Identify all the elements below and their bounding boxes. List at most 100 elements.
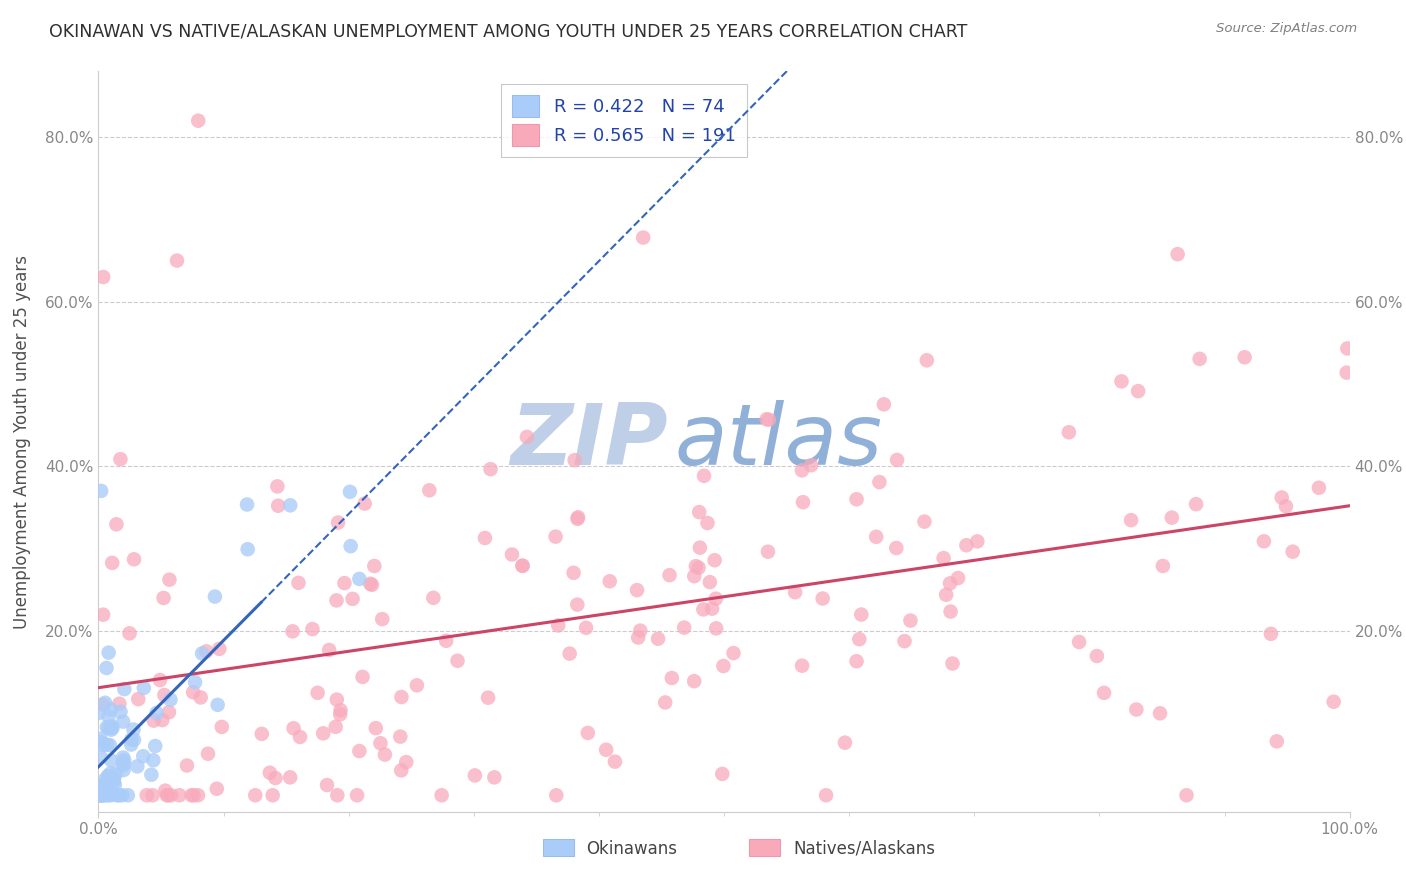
Text: Natives/Alaskans: Natives/Alaskans: [793, 839, 935, 858]
Point: [349, 572, 371, 586]
Point: [1152, 558, 1174, 573]
Point: [91, 698, 114, 712]
Text: Source: ZipAtlas.com: Source: ZipAtlas.com: [1216, 22, 1357, 36]
Point: [873, 397, 896, 411]
Point: [110, 452, 132, 467]
Point: [266, 479, 288, 493]
Point: [374, 747, 396, 762]
Point: [96, 720, 118, 734]
Point: [98, 738, 121, 752]
Text: atlas: atlas: [673, 400, 882, 483]
Point: [692, 602, 714, 616]
Point: [208, 641, 231, 656]
Point: [166, 253, 188, 268]
Point: [325, 593, 347, 607]
Point: [149, 673, 172, 687]
Point: [1111, 375, 1133, 389]
Point: [711, 767, 734, 781]
Point: [94, 789, 117, 803]
Point: [122, 723, 145, 737]
Point: [183, 789, 205, 803]
Point: [1067, 635, 1090, 649]
Point: [792, 495, 814, 509]
Point: [329, 707, 352, 722]
Point: [935, 588, 957, 602]
Point: [658, 568, 681, 582]
Point: [661, 671, 683, 685]
Point: [281, 624, 304, 639]
Point: [628, 624, 651, 638]
Point: [262, 789, 284, 803]
Point: [316, 778, 339, 792]
Point: [90, 789, 112, 803]
Point: [484, 770, 506, 784]
Point: [562, 566, 585, 580]
Point: [370, 736, 392, 750]
Point: [516, 430, 538, 444]
Point: [939, 576, 962, 591]
Point: [1149, 706, 1171, 721]
Point: [245, 789, 267, 803]
Point: [90, 789, 112, 803]
Point: [352, 670, 374, 684]
Point: [108, 697, 131, 711]
Point: [834, 736, 856, 750]
Point: [406, 678, 429, 692]
Point: [1119, 513, 1142, 527]
Point: [389, 764, 412, 778]
Point: [1125, 702, 1147, 716]
Y-axis label: Unemployment Among Youth under 25 years: Unemployment Among Youth under 25 years: [13, 254, 31, 629]
Point: [100, 753, 122, 767]
Point: [112, 758, 135, 772]
Point: [683, 674, 706, 689]
Point: [159, 573, 181, 587]
Point: [713, 659, 735, 673]
Point: [312, 726, 335, 740]
Point: [108, 789, 131, 803]
Point: [626, 583, 648, 598]
Point: [97, 721, 120, 735]
Point: [418, 483, 440, 498]
Point: [363, 559, 385, 574]
Point: [966, 534, 988, 549]
Point: [94, 787, 117, 801]
Point: [512, 558, 534, 573]
Point: [1260, 627, 1282, 641]
Point: [1336, 366, 1358, 380]
Point: [326, 516, 349, 530]
Point: [100, 766, 122, 780]
Point: [1057, 425, 1080, 440]
Point: [326, 692, 349, 706]
Point: [756, 544, 779, 558]
Point: [723, 646, 745, 660]
Point: [278, 499, 301, 513]
Point: [884, 541, 907, 555]
Point: [97, 789, 120, 803]
FancyBboxPatch shape: [543, 839, 574, 856]
Point: [1275, 500, 1298, 514]
Point: [211, 720, 233, 734]
Point: [1308, 481, 1330, 495]
Point: [97, 769, 120, 783]
Point: [120, 738, 142, 752]
Text: OKINAWAN VS NATIVE/ALASKAN UNEMPLOYMENT AMONG YOUTH UNDER 25 YEARS CORRELATION C: OKINAWAN VS NATIVE/ALASKAN UNEMPLOYMENT …: [49, 22, 967, 40]
Point: [103, 772, 125, 786]
Point: [105, 766, 128, 780]
Point: [110, 705, 132, 719]
Point: [142, 714, 165, 728]
Point: [91, 738, 114, 752]
Point: [567, 512, 589, 526]
Point: [696, 516, 718, 530]
Point: [1085, 648, 1108, 663]
Point: [893, 634, 915, 648]
Point: [699, 575, 721, 590]
Point: [191, 647, 214, 661]
Point: [603, 755, 626, 769]
Point: [250, 727, 273, 741]
Point: [755, 412, 778, 426]
Point: [845, 654, 868, 668]
Point: [195, 644, 218, 658]
Point: [91, 607, 114, 622]
Point: [89, 731, 111, 746]
Point: [132, 681, 155, 695]
